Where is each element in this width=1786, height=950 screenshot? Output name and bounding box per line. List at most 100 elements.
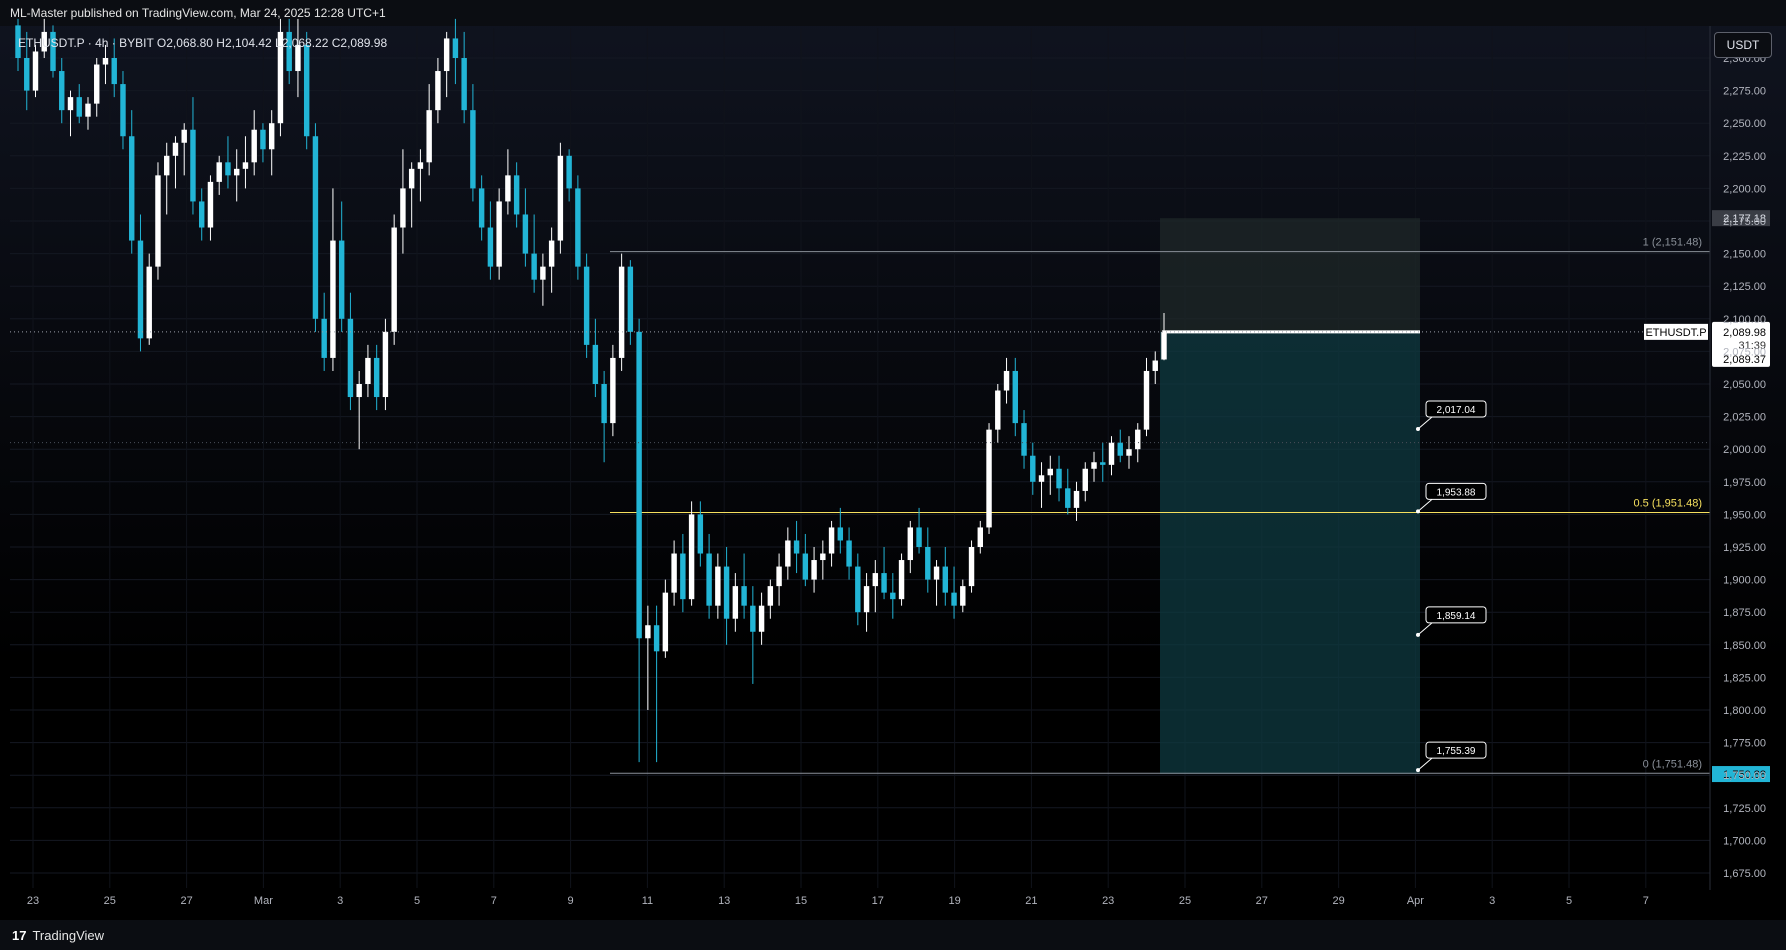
candle-body	[1038, 475, 1045, 482]
x-tick-label: 19	[948, 895, 960, 907]
y-tick-label: 1,850.00	[1723, 640, 1766, 652]
candle-body	[67, 97, 74, 111]
candle-body	[785, 540, 791, 567]
candle-body	[977, 527, 984, 547]
candle-body	[653, 625, 660, 652]
x-tick-label: Apr	[1407, 895, 1424, 907]
price-axis: 2,300.002,275.002,250.002,225.002,200.00…	[1723, 53, 1766, 880]
candle-body	[233, 168, 240, 176]
candle-body	[548, 240, 555, 267]
candle-body	[706, 553, 712, 606]
candle-body	[1056, 468, 1062, 489]
target-label-box	[1425, 741, 1487, 759]
candle-body	[820, 553, 826, 561]
candle-body	[583, 266, 590, 345]
y-tick-label: 1,800.00	[1723, 705, 1766, 717]
x-tick-label: 9	[568, 895, 574, 907]
candle-body	[164, 155, 170, 176]
y-tick-label: 2,125.00	[1723, 281, 1766, 293]
candle-body	[986, 429, 992, 528]
currency-button[interactable]: USDT	[1714, 32, 1772, 58]
candle-body	[1100, 462, 1106, 465]
candle-body	[802, 553, 809, 580]
candle-body	[295, 44, 301, 72]
candle-body	[968, 547, 975, 587]
tradingview-brand[interactable]: 17 TradingView	[12, 928, 104, 943]
candle-body	[338, 240, 345, 319]
candle-body	[181, 129, 187, 143]
y-tick-label: 2,250.00	[1723, 118, 1766, 130]
candle-body	[347, 318, 354, 398]
price-badge	[1712, 321, 1770, 367]
target-label: 1,953.88	[1437, 487, 1476, 498]
candle-body	[1030, 455, 1036, 482]
candle-body	[303, 44, 310, 137]
ohlc-legend: ETHUSDT.P · 4h · BYBIT O2,068.80 H2,104.…	[18, 36, 388, 50]
candle-body	[557, 155, 564, 241]
candle-body	[426, 110, 432, 163]
candle-body	[242, 162, 249, 169]
candle-body	[137, 240, 144, 339]
y-tick-label: 2,050.00	[1723, 379, 1766, 391]
price-badge-countdown: 31:39	[1738, 340, 1766, 352]
y-tick-label: 2,150.00	[1723, 249, 1766, 261]
candle-body	[1065, 488, 1071, 508]
candle-body	[671, 553, 677, 593]
x-tick-label: 27	[180, 895, 192, 907]
candle-body	[470, 110, 476, 189]
x-tick-label: Mar	[254, 895, 273, 907]
candle-body	[1108, 442, 1115, 465]
candle-body	[715, 566, 721, 606]
candle-body	[933, 566, 940, 580]
candle-body	[286, 31, 292, 72]
y-tick-label: 1,700.00	[1723, 835, 1766, 847]
candle-body	[855, 566, 861, 613]
candle-body	[1117, 442, 1123, 456]
candle-body	[321, 318, 327, 358]
candle-body	[198, 201, 205, 228]
x-tick-label: 15	[795, 895, 807, 907]
x-tick-label: 27	[1256, 895, 1268, 907]
candle-body	[1152, 360, 1158, 371]
target-pointer	[1417, 757, 1433, 771]
x-tick-label: 7	[491, 895, 497, 907]
candle-body	[356, 384, 362, 398]
candle-body	[32, 51, 39, 91]
candle-body	[898, 560, 905, 600]
y-tick-label: 2,025.00	[1723, 412, 1766, 424]
candle-body	[365, 357, 371, 384]
candle-body	[50, 31, 56, 72]
stop-price-badge	[1712, 210, 1770, 227]
candle-body	[85, 103, 91, 117]
candle-body	[1012, 370, 1018, 424]
y-tick-label: 1,900.00	[1723, 575, 1766, 587]
candle-body	[155, 175, 161, 267]
y-tick-label: 1,825.00	[1723, 672, 1766, 684]
candle-body	[793, 540, 800, 554]
candle-body	[15, 25, 21, 58]
target-price-badge	[1712, 766, 1770, 783]
take-profit-zone	[1160, 331, 1420, 775]
time-axis: 23 25 27 Mar 3 5 7 9 11 13 15 17 19 21 23 25 27 29 Apr 3 5 7	[27, 895, 1649, 907]
candle-body	[907, 527, 914, 561]
candle-body	[129, 136, 135, 241]
candle-body	[487, 227, 494, 267]
candle-body	[1047, 468, 1053, 476]
fib-level-label: 1 (2,151.48)	[1643, 237, 1702, 249]
candle-body	[811, 560, 817, 580]
x-tick-label: 25	[104, 895, 116, 907]
candle-body	[881, 573, 887, 593]
x-tick-label: 5	[1566, 895, 1572, 907]
candle-body	[723, 566, 730, 619]
y-tick-label: 2,075.00	[1723, 346, 1766, 358]
candle-body	[601, 384, 607, 424]
price-chart[interactable]: 1 (2,151.48) 0.5 (1,951.48) 0 (1,751.48) E…	[0, 0, 1786, 920]
x-tick-label: 3	[337, 895, 343, 907]
candle-body	[995, 390, 1001, 430]
candle-body	[1091, 462, 1097, 469]
candle-body	[916, 527, 922, 547]
y-tick-label: 2,100.00	[1723, 314, 1766, 326]
tradingview-logo-icon: 17	[12, 928, 27, 943]
